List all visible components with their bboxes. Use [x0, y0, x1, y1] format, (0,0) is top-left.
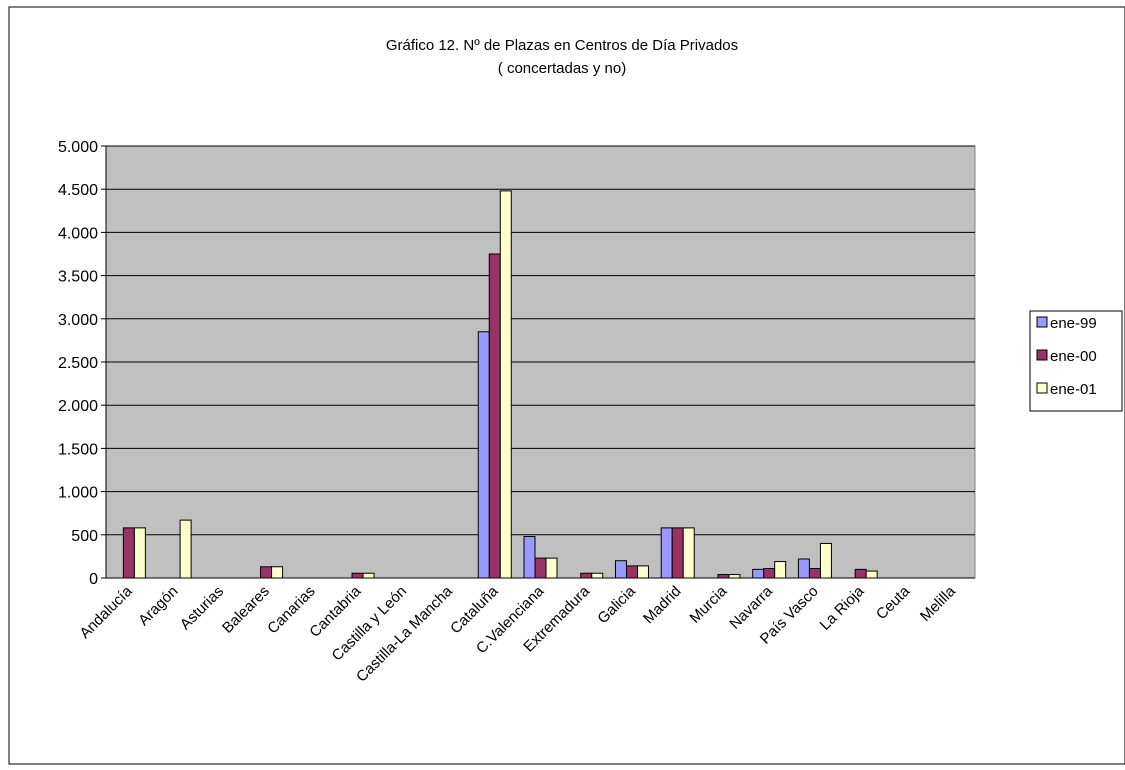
bar	[728, 574, 741, 579]
bar	[717, 574, 730, 579]
bar	[636, 565, 649, 579]
bar	[499, 190, 512, 579]
y-tick-label: 3.500	[58, 269, 98, 286]
bar	[660, 527, 673, 579]
chart-subtitle: ( concertadas y no)	[498, 60, 626, 77]
legend-label: ene-99	[1050, 315, 1097, 332]
bar	[133, 527, 146, 579]
y-tick-label: 2.000	[58, 398, 98, 415]
legend-label: ene-01	[1050, 381, 1097, 398]
bar	[865, 570, 878, 579]
y-tick-label: 4.500	[58, 182, 98, 199]
bar	[477, 331, 490, 579]
bar	[774, 561, 787, 579]
legend-swatch	[1036, 316, 1048, 328]
y-tick-label: 0	[89, 571, 98, 588]
y-tick-label: 500	[71, 528, 98, 545]
legend-swatch	[1036, 382, 1048, 394]
bar	[534, 557, 547, 579]
legend-box	[1029, 310, 1123, 412]
bar	[580, 572, 593, 579]
bar	[752, 568, 765, 579]
bar	[854, 568, 867, 579]
bar	[523, 536, 536, 579]
legend-swatch	[1036, 349, 1048, 361]
bar	[682, 527, 695, 579]
y-tick-label: 1.500	[58, 441, 98, 458]
bar	[763, 567, 776, 579]
bar	[122, 527, 135, 579]
bar	[797, 558, 810, 579]
y-tick-label: 4.000	[58, 225, 98, 242]
bar	[625, 565, 638, 579]
y-tick-label: 3.000	[58, 312, 98, 329]
bar	[179, 519, 192, 579]
bar	[362, 572, 375, 579]
chart-title: Gráfico 12. Nº de Plazas en Centros de D…	[386, 37, 738, 54]
bar	[260, 566, 273, 579]
bar	[271, 566, 284, 579]
y-tick-label: 5.000	[58, 139, 98, 156]
bar	[488, 253, 501, 579]
y-tick-label: 1.000	[58, 485, 98, 502]
legend: ene-99 ene-00 ene-01	[1029, 310, 1123, 412]
bar	[351, 572, 364, 579]
bar	[614, 560, 627, 579]
bar	[591, 572, 604, 579]
bar	[671, 527, 684, 579]
bar	[808, 567, 821, 579]
bar	[819, 542, 832, 579]
y-tick-label: 2.500	[58, 355, 98, 372]
legend-label: ene-00	[1050, 348, 1097, 365]
bars	[122, 190, 878, 579]
y-axis-ticks: 0 500 1.000 1.500 2.000 2.500 3.000 3.500 4.000 4…	[58, 139, 975, 588]
bar	[545, 557, 558, 579]
grid-lines	[106, 145, 975, 536]
